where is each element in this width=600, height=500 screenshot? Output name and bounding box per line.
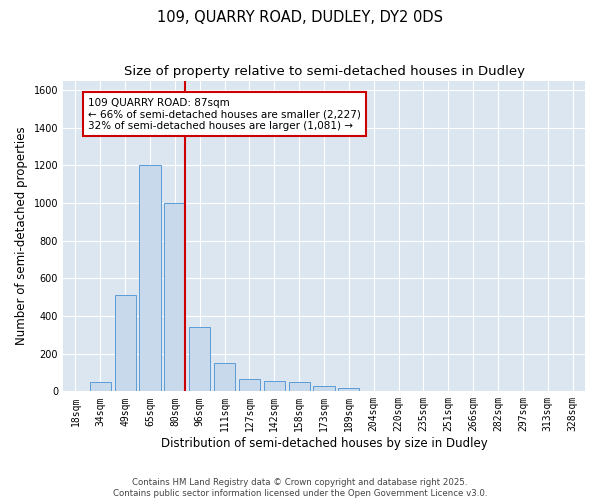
Bar <box>139 166 161 392</box>
Bar <box>313 386 335 392</box>
Bar <box>239 379 260 392</box>
Bar <box>164 203 185 392</box>
Bar <box>90 382 111 392</box>
Text: 109 QUARRY ROAD: 87sqm
← 66% of semi-detached houses are smaller (2,227)
32% of : 109 QUARRY ROAD: 87sqm ← 66% of semi-det… <box>88 98 361 130</box>
Bar <box>264 381 285 392</box>
Bar <box>214 363 235 392</box>
Text: 109, QUARRY ROAD, DUDLEY, DY2 0DS: 109, QUARRY ROAD, DUDLEY, DY2 0DS <box>157 10 443 25</box>
Text: Contains HM Land Registry data © Crown copyright and database right 2025.
Contai: Contains HM Land Registry data © Crown c… <box>113 478 487 498</box>
Bar <box>115 296 136 392</box>
X-axis label: Distribution of semi-detached houses by size in Dudley: Distribution of semi-detached houses by … <box>161 437 487 450</box>
Bar <box>189 328 211 392</box>
Y-axis label: Number of semi-detached properties: Number of semi-detached properties <box>15 126 28 346</box>
Bar <box>338 388 359 392</box>
Title: Size of property relative to semi-detached houses in Dudley: Size of property relative to semi-detach… <box>124 65 524 78</box>
Bar <box>289 382 310 392</box>
